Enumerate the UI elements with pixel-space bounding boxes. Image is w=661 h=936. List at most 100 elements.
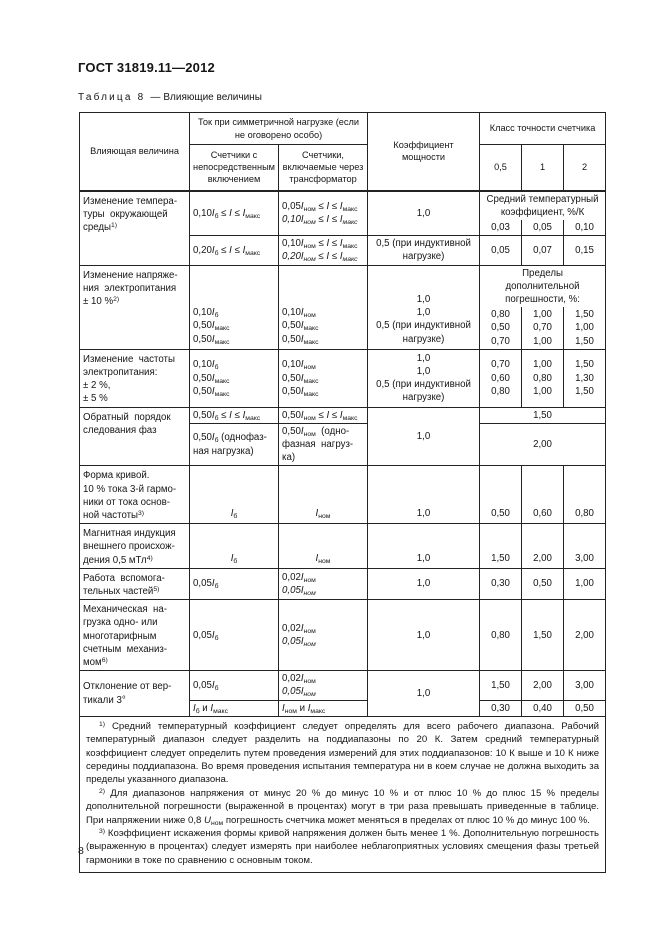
- cell-current-transformer: Iном: [277, 523, 369, 569]
- header-class-2: 2: [563, 144, 607, 191]
- table-caption: Таблица 8 — Влияющие величины: [78, 92, 262, 103]
- cell-current-direct: 0,50Iб ≤ I ≤ Iмакс: [189, 406, 279, 424]
- footnote: 3) Коэффициент искажения формы кривой на…: [86, 828, 600, 866]
- cell-power-factor: 1,0: [367, 599, 481, 672]
- header-influencing-quantity: Влияющая величина: [79, 112, 190, 191]
- cell-class-1-value: 0,40: [521, 699, 565, 717]
- cell-class-2-value: 3,00: [563, 670, 607, 701]
- cell-power-factor: 1,0 1,0 0,5 (при индуктивной нагрузке): [367, 348, 481, 408]
- cell-class-1-value: 0,50: [521, 567, 565, 601]
- cell-class-1-value: 0,05: [521, 219, 565, 237]
- cell-class-0-5-value: 0,50: [479, 465, 523, 525]
- cell-current-direct: 0,05Iб: [189, 599, 279, 672]
- cell-current-transformer: 0,02Iном 0,05Iном: [277, 567, 369, 601]
- cell-current-transformer: 0,50Iном (одно-фазная нагруз-ка): [277, 422, 369, 467]
- cell-class-0-5-value: 0,30: [479, 699, 523, 717]
- cell-class-2-value: 1,50 1,30 1,50: [563, 348, 607, 408]
- row-label-mechanical-load: Механическая на-грузка одно- или многотар…: [79, 599, 190, 672]
- header-current-symmetrical-load: Ток при симметричной нагрузке (если не о…: [188, 112, 369, 145]
- cell-current-transformer: 0,50Iном ≤ I ≤ Iмакс: [277, 406, 369, 424]
- cell-class-2-value: 3,00: [563, 523, 607, 569]
- row-tilt-b: Iб и Iмакс Iном и Iмакс 0,30 0,40 0,50: [80, 699, 607, 717]
- table-caption-label: Таблица 8: [78, 92, 146, 103]
- row-waveform: Форма кривой. 10 % тока 3-й гармо-ники от…: [79, 465, 607, 525]
- cell-class-2-value: 1,50 1,00 1,50: [563, 307, 607, 350]
- cell-current-transformer: 0,10Iном 0,50Iмакс 0,50Iмакс: [277, 264, 369, 350]
- header-class-1: 1: [521, 144, 565, 191]
- cell-power-factor: 1,0: [367, 670, 481, 717]
- table-caption-text: Влияющие величины: [163, 92, 262, 103]
- cell-class-2-value: 0,50: [563, 699, 607, 717]
- influence-table-body: Влияющая величина Ток при симметричной на…: [78, 112, 607, 874]
- cell-power-factor: 0,5 (при индуктивной нагрузке): [367, 235, 481, 266]
- cell-class-2-value: 2,00: [563, 599, 607, 672]
- cell-power-factor: 1,0: [367, 523, 481, 569]
- cell-current-direct: 0,20Iб ≤ I ≤ Iмакс: [189, 235, 279, 266]
- table-caption-dash: —: [150, 92, 161, 103]
- row-label-temperature-change: Изменение темпера-туры окружающей среды1): [79, 189, 190, 266]
- cell-class-1-value: 1,00 0,70 1,00: [521, 307, 565, 350]
- cell-current-direct: Iб и Iмакс: [189, 699, 279, 717]
- cell-current-transformer: Iном: [277, 465, 369, 525]
- row-footnotes: 1) Средний температурный коэффициент сле…: [78, 715, 607, 874]
- row-label-tilt: Отклонение от вер-тикали 3°: [79, 670, 190, 717]
- cell-class-1-value: 2,00: [521, 523, 565, 569]
- cell-current-transformer: 0,05Iном ≤ I ≤ Iмакс 0,10Iном ≤ I ≤ Iмакс: [277, 189, 369, 237]
- row-temperature-b: 0,03 0,05 0,10: [80, 219, 607, 237]
- cell-current-direct: 0,10Iб 0,50Iмакс 0,50Iмакс: [189, 264, 279, 350]
- header-meters-via-transformer: Счетчики, включаемые через трансформатор: [277, 144, 369, 191]
- cell-class-0-5-value: 0,70 0,60 0,80: [479, 348, 523, 408]
- cell-class-1-value: 0,07: [521, 235, 565, 266]
- cell-power-factor: 1,0: [367, 406, 481, 467]
- cell-class-1-value: 1,00 0,80 1,00: [521, 348, 565, 408]
- row-label-magnetic-induction: Магнитная индукция внешнего происхож-дени…: [79, 523, 190, 569]
- cell-current-transformer: 0,02Iном 0,05Iном: [277, 670, 369, 701]
- cell-class-1-value: 0,60: [521, 465, 565, 525]
- cell-power-factor: 1,0 1,0 0,5 (при индуктивной нагрузке): [367, 264, 481, 350]
- cell-current-direct: 0,10Iб ≤ I ≤ Iмакс: [189, 189, 279, 237]
- cell-class-0-5-value: 0,03: [479, 219, 523, 237]
- cell-class-0-5-value: 0,30: [479, 567, 523, 601]
- header-power-factor: Коэффициент мощности: [367, 112, 481, 191]
- row-frequency: Изменение частоты электропитания: ± 2 %, ± …: [79, 348, 607, 408]
- cell-current-transformer: Iном и Iмакс: [277, 699, 369, 717]
- cell-power-factor: 1,0: [367, 465, 481, 525]
- cell-class-0-5-value: 0,80: [479, 599, 523, 672]
- cell-current-direct: 0,50Iб (однофаз-ная нагрузка): [189, 422, 279, 467]
- subheader-additional-error-limits: Пределы дополнительной погрешности, %:: [479, 264, 607, 308]
- cell-class-1-value: 1,50: [521, 599, 565, 672]
- row-mechanical-load: Механическая на-грузка одно- или многотар…: [79, 599, 607, 672]
- cell-current-direct: 0,05Iб: [189, 670, 279, 701]
- subheader-mean-temperature-coefficient: Средний температурный коэффициент, %/К: [479, 189, 607, 220]
- row-label-voltage-change: Изменение напряже-ния электропитания ± 10…: [79, 264, 190, 350]
- cell-current-direct: Iб: [189, 523, 279, 569]
- cell-class-2-value: 0,80: [563, 465, 607, 525]
- cell-class-0-5-value: 0,80 0,50 0,70: [479, 307, 523, 350]
- cell-class-all-value: 2,00: [479, 422, 607, 467]
- cell-power-factor: 1,0: [367, 189, 481, 237]
- footnote: 1) Средний температурный коэффициент сле…: [86, 720, 600, 786]
- row-magnetic-induction: Магнитная индукция внешнего происхож-дени…: [79, 523, 607, 569]
- cell-current-transformer: 0,10Iном ≤ I ≤ Iмакс 0,20Iном ≤ I ≤ Iмакс: [277, 235, 369, 266]
- row-tilt-a: Отклонение от вер-тикали 3° 0,05Iб 0,02Iно…: [79, 670, 607, 717]
- footnote: 2) Для диапазонов напряжения от минус 20…: [86, 787, 600, 827]
- table-header-row-2: Счетчики с непосредственным включением Счет…: [80, 144, 607, 191]
- cell-current-direct: Iб: [189, 465, 279, 525]
- footnotes-cell: 1) Средний температурный коэффициент сле…: [78, 715, 607, 874]
- header-accuracy-class: Класс точности счетчика: [479, 112, 607, 145]
- cell-class-2-value: 1,00: [563, 567, 607, 601]
- cell-class-0-5-value: 1,50: [479, 523, 523, 569]
- page-number: 8: [78, 845, 84, 857]
- cell-class-2-value: 0,15: [563, 235, 607, 266]
- cell-class-1-value: 2,00: [521, 670, 565, 701]
- cell-current-transformer: 0,10Iном 0,50Iмакс 0,50Iмакс: [277, 348, 369, 408]
- doc-title: ГОСТ 31819.11—2012: [78, 60, 215, 75]
- row-temperature-c: 0,20Iб ≤ I ≤ Iмакс 0,10Iном ≤ I ≤ Iмакс 0,…: [80, 235, 607, 266]
- cell-class-all-value: 1,50: [479, 406, 607, 424]
- row-label-waveform: Форма кривой. 10 % тока 3-й гармо-ники от…: [79, 465, 190, 525]
- cell-current-transformer: 0,02Iном 0,05Iном: [277, 599, 369, 672]
- row-phase-sequence-a: Обратный порядок следования фаз 0,50Iб ≤ I…: [79, 406, 607, 467]
- header-meters-direct-connection: Счетчики с непосредственным включением: [189, 144, 279, 191]
- cell-current-direct: 0,10Iб 0,50Iмакс 0,50Iмакс: [189, 348, 279, 408]
- cell-current-direct: 0,05Iб: [189, 567, 279, 601]
